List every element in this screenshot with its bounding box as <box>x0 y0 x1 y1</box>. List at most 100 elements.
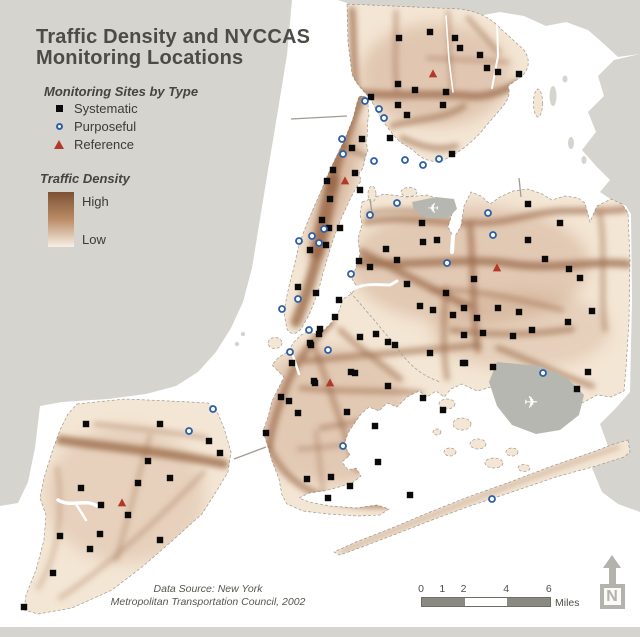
legend-label: Purposeful <box>74 118 137 134</box>
title-line-1: Traffic Density and NYCCAS <box>36 26 311 48</box>
liberty-island <box>240 331 246 337</box>
systematic-site-marker <box>312 289 320 297</box>
systematic-site-marker <box>318 216 326 224</box>
systematic-site-marker <box>565 265 573 273</box>
systematic-site-marker <box>294 409 302 417</box>
systematic-site-marker <box>564 318 572 326</box>
nassau-land <box>582 54 640 512</box>
scale-bar: 0 1 2 4 6 Miles <box>418 583 581 613</box>
data-source-line-1: Data Source: New York <box>153 583 263 595</box>
purposeful-site-marker <box>278 305 286 313</box>
systematic-site-marker <box>166 474 174 482</box>
monitoring-markers <box>20 28 596 611</box>
city-land <box>23 3 631 615</box>
systematic-site-marker <box>479 329 487 337</box>
systematic-site-marker <box>470 275 478 283</box>
purposeful-site-marker <box>339 442 347 450</box>
systematic-site-marker <box>509 332 517 340</box>
density-legend-body: High Low <box>40 190 180 252</box>
systematic-site-marker <box>343 408 351 416</box>
systematic-site-marker <box>134 479 142 487</box>
density-high-label: High <box>82 194 109 209</box>
laguardia-airport <box>412 197 457 218</box>
systematic-square-icon <box>55 104 63 112</box>
newtown-creek <box>354 279 399 290</box>
jamaica-bay-island <box>469 438 487 450</box>
systematic-site-marker <box>82 420 90 428</box>
jamaica-bay-island <box>443 447 457 457</box>
purposeful-site-marker <box>339 150 347 158</box>
purposeful-site-marker <box>370 157 378 165</box>
systematic-site-marker <box>277 393 285 401</box>
systematic-site-marker <box>366 263 374 271</box>
systematic-site-marker <box>335 296 343 304</box>
airplane-icon: ✈ <box>524 393 538 412</box>
legend-item-purposeful: Purposeful <box>44 117 198 135</box>
legend-item-reference: Reference <box>44 135 198 153</box>
hart-island <box>549 86 557 106</box>
systematic-site-marker <box>524 200 532 208</box>
rikers-island <box>400 187 418 197</box>
purposeful-site-marker <box>401 156 409 164</box>
gowanus-canal <box>291 354 301 376</box>
systematic-site-marker <box>356 186 364 194</box>
reference-site-marker <box>428 69 438 78</box>
jamaica-bay-island <box>452 417 472 431</box>
systematic-site-marker <box>382 245 390 253</box>
systematic-site-marker <box>456 44 464 52</box>
purposeful-site-marker <box>294 295 302 303</box>
creeks <box>56 15 500 522</box>
systematic-site-marker <box>576 274 584 282</box>
systematic-site-marker <box>460 304 468 312</box>
systematic-site-marker <box>285 397 293 405</box>
purposeful-site-marker <box>209 405 217 413</box>
systematic-site-marker <box>394 101 402 109</box>
density-legend: Traffic Density High Low <box>40 171 180 252</box>
reference-site-marker <box>117 498 127 507</box>
systematic-site-marker <box>205 437 213 445</box>
purposeful-site-marker <box>419 161 427 169</box>
purposeful-site-marker <box>489 231 497 239</box>
systematic-site-marker <box>442 289 450 297</box>
legend-label: Reference <box>74 136 134 152</box>
systematic-site-marker <box>524 236 532 244</box>
systematic-site-marker <box>374 458 382 466</box>
density-legend-heading: Traffic Density <box>40 171 130 186</box>
systematic-site-marker <box>395 34 403 42</box>
systematic-site-marker <box>403 280 411 288</box>
systematic-site-marker <box>77 484 85 492</box>
traffic-density-layer <box>36 6 630 600</box>
purposeful-site-marker <box>315 239 323 247</box>
systematic-site-marker <box>426 28 434 36</box>
systematic-site-marker <box>326 195 334 203</box>
legend-label: Systematic <box>74 100 138 116</box>
systematic-site-marker <box>528 326 536 334</box>
scale-bar-segments <box>421 597 551 607</box>
systematic-site-marker <box>515 70 523 78</box>
hutchinson-river <box>491 19 500 89</box>
systematic-site-marker <box>372 330 380 338</box>
sheepshead-bay <box>351 484 378 496</box>
north-arrow: N <box>597 555 627 609</box>
governors-island <box>267 337 283 349</box>
systematic-site-marker <box>20 603 28 611</box>
sites-legend: Monitoring Sites by Type Systematic Purp… <box>44 84 198 153</box>
airports: ✈ ✈ <box>412 197 584 434</box>
systematic-site-marker <box>403 111 411 119</box>
scale-segment-light <box>464 598 507 606</box>
jfk-airport <box>489 362 584 434</box>
north-letter-box: N <box>599 584 625 609</box>
flushing-creek <box>450 234 455 254</box>
reference-triangle-icon <box>54 139 64 149</box>
systematic-site-marker <box>348 144 356 152</box>
jamaica-bay-island <box>438 398 456 410</box>
systematic-site-marker <box>355 257 363 265</box>
systematic-site-marker <box>322 241 330 249</box>
systematic-site-marker <box>439 101 447 109</box>
systematic-site-marker <box>433 236 441 244</box>
systematic-site-marker <box>460 331 468 339</box>
systematic-site-marker <box>391 341 399 349</box>
purposeful-site-marker <box>484 209 492 217</box>
jamaica-bay-island <box>505 447 519 457</box>
systematic-site-marker <box>336 224 344 232</box>
